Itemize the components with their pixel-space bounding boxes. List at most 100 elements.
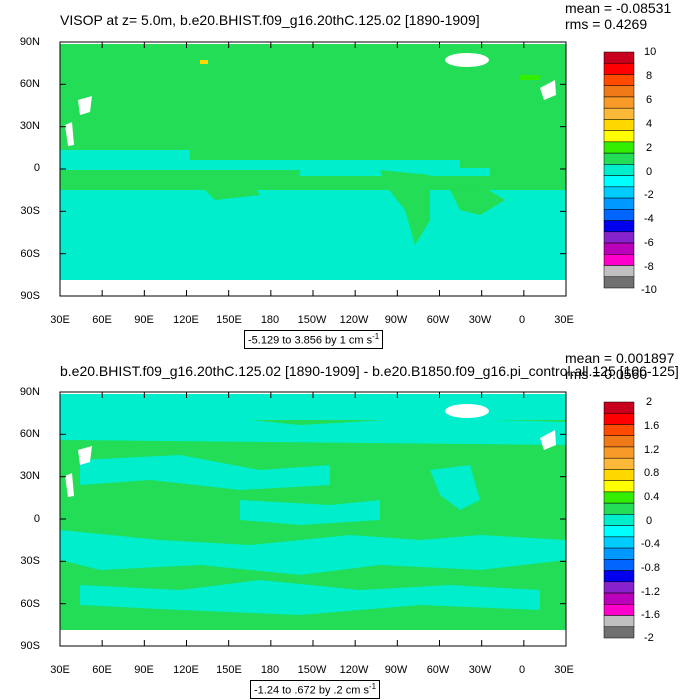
colorbar-swatch [603,276,635,289]
panel1-colorbar-label: 2 [646,142,653,154]
panel1-mean: mean = -0.08531 [565,0,672,16]
panel1-xtick-label: 150E [216,314,242,326]
panel2-ytick-label: 30N [19,470,40,482]
panel1-ytick-label: 30S [20,205,40,217]
panel1-x-ticks [59,42,567,296]
colorbar-swatch [603,107,635,120]
panel1-colorbar-label: -10 [641,284,657,296]
panel1-colorbar-label: 0 [646,166,653,178]
panel1-colorbar-label: 10 [644,46,657,58]
colorbar-swatch [603,231,635,244]
panel1-colorbar-label: -4 [644,213,654,225]
panel2-ytick-label: 60S [20,598,40,610]
panel1-ytick-label: 0 [33,162,40,174]
colorbar-swatch [603,175,635,188]
panel1-range-exponent: -1 [372,332,380,341]
colorbar-swatch [603,74,635,86]
panel1-xtick-label: 90E [134,314,154,326]
colorbar-swatch [603,164,635,176]
colorbar-swatch [603,186,635,199]
panel2-colorbar-label: -1.6 [641,609,660,621]
colorbar-swatch [603,197,635,210]
panel1-range-label: -5.129 to 3.856 by 1 cm s-1 [244,330,384,349]
panel1-range-text: -5.129 to 3.856 by 1 cm s [248,334,373,347]
panel2-xtick-label: 150E [216,664,242,676]
panel1-ytick-label: 30N [19,120,40,132]
panel2-colorbar-label: -0.4 [641,538,660,550]
panel2-range-exponent: -1 [368,682,377,691]
colorbar-swatch [603,265,635,278]
panel2-colorbar-label: 0.4 [644,491,660,503]
panel2-xtick-label: 150W [297,664,327,676]
colorbar-swatch [603,119,635,131]
panel1-y-ticks [60,41,566,297]
colorbar-swatch [603,141,635,154]
colorbar-swatch [603,130,635,143]
panel2-xtick-label: 180 [260,664,280,676]
panel2-range-label: -1.24 to .672 by .2 cm s-1 [250,680,381,699]
panel2-xtick-label: 30E [50,664,70,676]
panel2-ytick-label: 90N [19,386,40,398]
panel2-ytick-label: 60N [19,428,40,440]
panel2-colorbar-label: 1.2 [644,444,660,456]
panel2-rms: rms = 0.0560 [565,366,648,382]
colorbar-swatch [603,220,635,233]
panel2-colorbar-label: 1.6 [644,420,660,432]
panel1-rms: rms = 0.4269 [565,16,648,32]
colorbar-swatch [603,85,635,98]
panel2-ytick-label: 30S [20,555,40,567]
panel1-ytick-label: 60S [20,248,40,260]
panel1-xtick-label: 120W [339,314,369,326]
panel1-xtick-label: 60E [92,314,112,326]
panel1-xtick-label: 30E [554,314,574,326]
panel2-colorbar-label: -0.8 [641,562,660,574]
panel1-ytick-label: 90S [20,290,40,302]
panel2-xtick-label: 60W [426,664,450,676]
panel1-colorbar-label: 4 [646,118,653,130]
panel1-xtick-label: 30W [468,314,492,326]
panel2-colorbar-label: 2 [646,396,653,408]
panel2-colorbar-label: 0 [646,515,653,527]
panel1-ytick-label: 90N [19,36,40,48]
panel2-xtick-label: 0 [518,664,526,676]
panel2-xtick-label: 90W [384,664,408,676]
panel1-title: VISOP at z= 5.0m, b.e20.BHIST.f09_g16.20… [60,12,480,28]
panel1-xtick-label: 180 [260,314,280,326]
panel2-xtick-label: 120E [173,664,199,676]
colorbar-swatch [603,62,635,75]
colorbar-swatch [603,96,635,109]
panel2-title: b.e20.BHIST.f09_g16.20thC.125.02 [1890-1… [60,363,679,379]
panel2-xtick-label: 30E [554,664,574,676]
panel2-colorbar-label: -1.2 [641,586,660,598]
panel1-ytick-label: 60N [19,78,40,90]
panel2-xtick-label: 30W [468,664,492,676]
colorbar-swatch [603,209,635,221]
panel1-xtick-label: 30E [50,314,70,326]
colorbar-swatch [603,51,635,64]
panel1-xtick-label: 150W [297,314,327,326]
colorbar-swatch [603,254,635,266]
panel1-xtick-label: 0 [518,314,526,326]
panel1-colorbar-label: 8 [646,70,653,82]
panel1-colorbar-label: 6 [646,94,653,106]
panel2-xtick-label: 90E [134,664,154,676]
panel1-field [60,44,566,280]
panel2-range-text: -1.24 to .672 by .2 cm s [254,684,369,697]
panel1-colorbar-label: -6 [644,237,654,249]
panel2-ytick-label: 90S [20,640,40,652]
panel2-colorbar-label: -2 [644,632,654,644]
panel1-xtick-label: 60W [426,314,450,326]
panel1-colorbar-label: -8 [644,261,654,273]
panel2-colorbar-label: 0.8 [644,467,660,479]
panel1-colorbar [603,51,635,289]
panel1-xtick-label: 90W [384,314,408,326]
panel2-ytick-label: 0 [33,513,40,525]
panel2-mean: mean = 0.001897 [565,350,675,366]
panel2-xtick-label: 60E [92,664,112,676]
panel1-colorbar-label: -2 [644,189,654,201]
colorbar-swatch [603,242,635,255]
colorbar-swatch [603,152,635,165]
panel1-xtick-label: 120E [173,314,199,326]
panel2-xtick-label: 120W [339,664,369,676]
